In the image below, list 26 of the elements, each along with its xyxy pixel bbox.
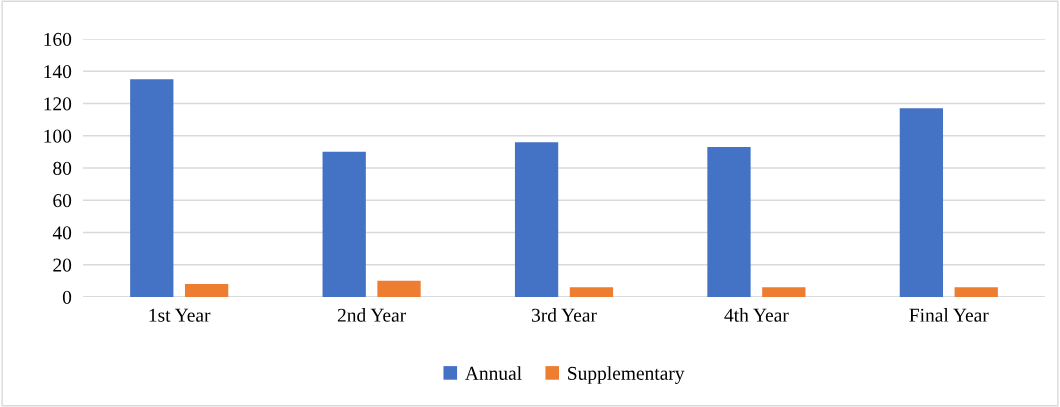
- y-tick-label: 120: [44, 97, 72, 111]
- x-tick-label: Final Year: [909, 308, 989, 322]
- bar: [569, 287, 614, 297]
- x-tick-label: 3rd Year: [531, 308, 597, 322]
- legend-label: Supplementary: [568, 366, 685, 384]
- bar: [762, 287, 806, 297]
- bar: [322, 151, 366, 297]
- x-tick-label: 2nd Year: [337, 308, 406, 322]
- y-tick-label: 60: [53, 194, 72, 208]
- x-tick-label: 1st Year: [149, 308, 211, 322]
- y-tick-label: 140: [44, 65, 72, 79]
- y-tick-label: 80: [53, 161, 72, 175]
- y-tick-label: 160: [44, 32, 72, 46]
- y-tick-label: 0: [62, 290, 72, 304]
- bar: [514, 142, 559, 297]
- y-tick-label: 20: [53, 258, 72, 272]
- bar: [184, 284, 229, 297]
- x-tick-label: 4th Year: [724, 308, 789, 322]
- bar: [899, 108, 944, 297]
- bar: [954, 287, 998, 297]
- legend-label: Annual: [465, 366, 522, 380]
- bar: [377, 280, 421, 297]
- y-tick-label: 100: [44, 129, 72, 143]
- y-tick-label: 40: [52, 226, 72, 240]
- bar: [707, 147, 751, 297]
- bar: [130, 79, 174, 297]
